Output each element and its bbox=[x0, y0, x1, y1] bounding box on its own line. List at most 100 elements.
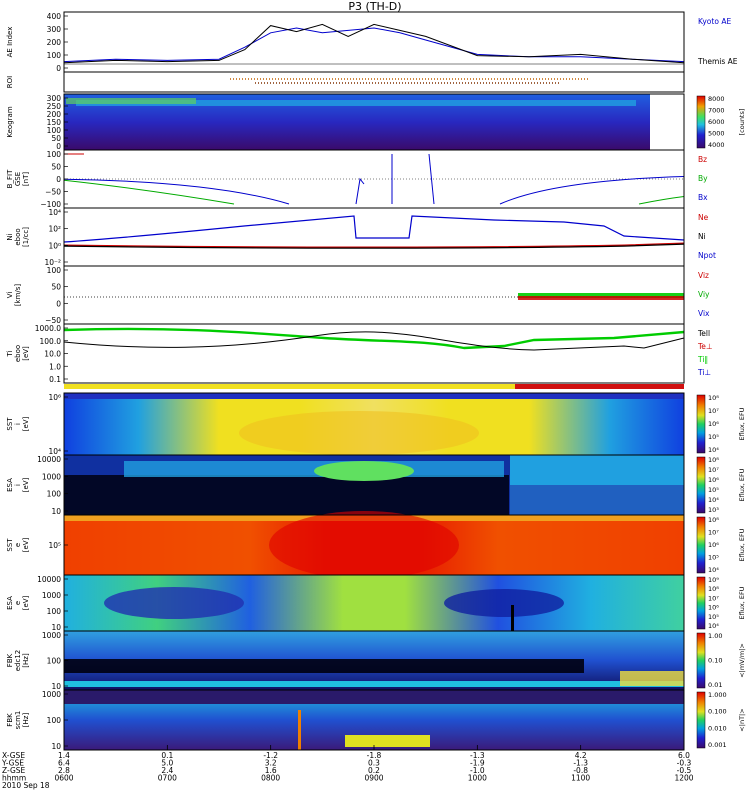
ylabel-esa_e: [eV] bbox=[22, 595, 30, 610]
ylabel-esa_i: i bbox=[14, 484, 22, 486]
tick-label-velocity: 50 bbox=[51, 283, 61, 292]
ylabel-esa_i: ESA bbox=[6, 478, 14, 492]
x-tick-y: 3.2 bbox=[265, 759, 277, 768]
x-row-label: Y-GSE bbox=[1, 759, 24, 768]
tick-label-temp: 0.1 bbox=[49, 375, 61, 384]
tick-label-bfield: −50 bbox=[45, 188, 61, 197]
tick-label-ae: 100 bbox=[47, 51, 62, 60]
colorbar-tick: 10⁶ bbox=[708, 420, 719, 428]
colorbar-tick: 5000 bbox=[708, 130, 725, 138]
ylabel-esa_i: [eV] bbox=[22, 477, 30, 492]
tick-label-keogram: 50 bbox=[51, 134, 61, 143]
ylabel-esa_e: ESA bbox=[6, 596, 14, 610]
x-tick-t: 0700 bbox=[158, 774, 177, 783]
tick-label-esa_i: 1000 bbox=[42, 472, 61, 481]
tick-label-keogram: 150 bbox=[47, 118, 62, 127]
tick-label-sst_i: 10⁶ bbox=[48, 393, 61, 402]
colorbar-tick: 7000 bbox=[708, 107, 725, 115]
colorbar-tick: 10⁴ bbox=[708, 446, 719, 454]
colorbar-tick: 0.10 bbox=[708, 657, 722, 665]
colorbar-sst_e bbox=[696, 516, 706, 574]
x-tick-z: 1.6 bbox=[265, 766, 277, 775]
ylabel-sst_i: SST bbox=[6, 417, 14, 431]
tick-label-density: 10⁴ bbox=[48, 208, 61, 217]
tick-label-density: 10⁰ bbox=[48, 241, 61, 250]
colorbar-tick: 10⁶ bbox=[708, 541, 719, 549]
ylabel-density: Ni bbox=[6, 233, 14, 240]
x-row-label: Z-GSE bbox=[2, 766, 26, 775]
colorbar-tick: 10⁷ bbox=[708, 407, 719, 415]
colorbar-label: <|nT|> bbox=[738, 708, 746, 731]
tick-label-velocity: 0 bbox=[56, 299, 61, 308]
x-tick-t: 0800 bbox=[261, 774, 280, 783]
colorbar-tick: 10⁵ bbox=[708, 613, 719, 621]
legend-entry: By bbox=[698, 174, 708, 183]
ylabel-velocity: Vi bbox=[6, 292, 14, 299]
colorbar-label: Eflux, EFU bbox=[738, 586, 746, 619]
tick-label-keogram: 300 bbox=[47, 94, 62, 103]
ylabel-ae: AE Index bbox=[6, 27, 14, 58]
series-band-viy bbox=[518, 293, 684, 298]
colorbar-fbk2 bbox=[696, 691, 706, 749]
tick-label-ae: 200 bbox=[47, 38, 62, 47]
series-line-themis-ae bbox=[63, 23, 685, 64]
flux-indicator-red bbox=[515, 384, 684, 389]
x-tick-z: -0.5 bbox=[677, 766, 692, 775]
tick-label-temp: 100.0 bbox=[40, 337, 62, 346]
ylabel-fbk2: [Hz] bbox=[22, 713, 30, 728]
x-tick-y: -1.9 bbox=[470, 759, 485, 768]
ylabel-sst_i: [eV] bbox=[22, 416, 30, 431]
x-tick-x: 4.2 bbox=[575, 751, 587, 760]
x-tick-z: 2.8 bbox=[58, 766, 70, 775]
colorbar-tick: 0.010 bbox=[708, 724, 727, 732]
x-tick-x: 6.0 bbox=[678, 751, 690, 760]
colorbar-tick: 0.100 bbox=[708, 708, 727, 716]
panel-frame-roi bbox=[63, 71, 685, 93]
ylabel-keogram: Keogram bbox=[6, 106, 14, 137]
series-band-viz bbox=[518, 296, 684, 300]
series-line-ni bbox=[63, 243, 685, 249]
legend-entry: Bz bbox=[698, 155, 707, 164]
colorbar-tick: 1.00 bbox=[708, 632, 722, 640]
x-row-label: hhmm bbox=[2, 774, 26, 783]
ylabel-sst_e: SST bbox=[6, 538, 14, 552]
colorbar-tick: 1.000 bbox=[708, 691, 727, 699]
series-line-te-par bbox=[63, 331, 685, 351]
x-tick-z: 2.4 bbox=[161, 766, 173, 775]
colorbar-tick: 10⁴ bbox=[708, 566, 719, 574]
colorbar-tick: 10⁴ bbox=[708, 496, 719, 504]
series-line-ti-par bbox=[63, 327, 685, 350]
colorbar-tick: 10⁷ bbox=[708, 529, 719, 537]
tick-label-bfield: 0 bbox=[56, 175, 61, 184]
tick-label-temp: 1.0 bbox=[49, 362, 61, 371]
colorbar-tick: 10⁷ bbox=[708, 466, 719, 474]
x-tick-y: 6.4 bbox=[58, 759, 70, 768]
tick-label-sst_e: 10⁵ bbox=[48, 541, 61, 550]
series-line-bx bbox=[63, 178, 290, 205]
colorbar-esa_i bbox=[696, 456, 706, 514]
ylabel-fbk1: edc12 bbox=[14, 650, 22, 672]
colorbar-label: Eflux, EFU bbox=[738, 407, 746, 440]
tick-label-velocity: 100 bbox=[47, 266, 62, 275]
colorbar-tick: 10⁹ bbox=[708, 576, 719, 584]
legend-entry: Ni bbox=[698, 232, 706, 241]
colorbar-tick: 10⁴ bbox=[708, 622, 719, 630]
tick-label-keogram: 250 bbox=[47, 102, 62, 111]
ylabel-bfield: GSE bbox=[14, 172, 22, 186]
ylabel-bfield: B_FIT bbox=[6, 169, 14, 188]
colorbar-tick: 10⁶ bbox=[708, 604, 719, 612]
x-tick-x: 0.1 bbox=[161, 751, 173, 760]
tick-label-esa_e: 100 bbox=[47, 607, 62, 616]
x-tick-t: 1000 bbox=[468, 774, 487, 783]
colorbar-sst_i bbox=[696, 394, 706, 454]
tick-label-esa_i: 10000 bbox=[37, 455, 61, 464]
ylabel-esa_e: e bbox=[14, 601, 22, 605]
x-tick-y: 0.3 bbox=[368, 759, 380, 768]
colorbar-tick: 10⁸ bbox=[708, 516, 719, 524]
x-tick-y: -0.3 bbox=[677, 759, 692, 768]
ylabel-velocity: [km/s] bbox=[14, 284, 22, 307]
x-tick-y: -1.3 bbox=[573, 759, 588, 768]
legend-entry: Viy bbox=[698, 290, 710, 299]
